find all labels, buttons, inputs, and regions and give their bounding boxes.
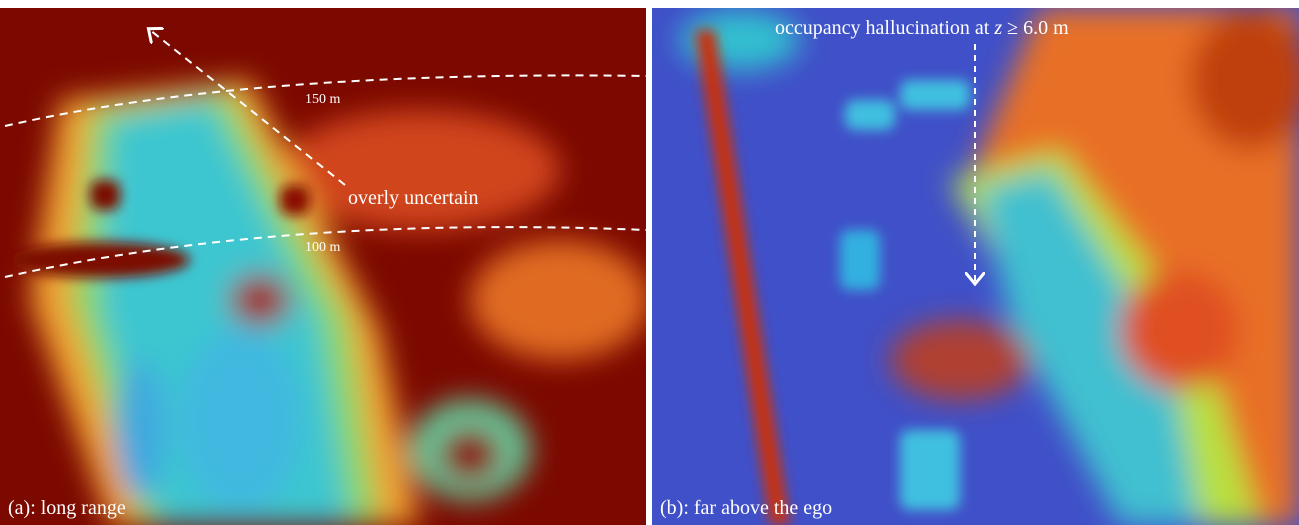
annotation: occupancy hallucination at z ≥ 6.0 m	[775, 17, 1069, 39]
caption: (a): long range	[8, 497, 126, 519]
annotation-text: occupancy hallucination at	[775, 17, 990, 39]
annotation-rest: ≥ 6.0 m	[1007, 17, 1069, 39]
annotation-variable: z	[993, 17, 1002, 39]
range-label: 150 m	[305, 92, 341, 107]
panel-a-image	[0, 8, 650, 525]
range-label: 100 m	[305, 240, 341, 255]
annotation: overly uncertain	[348, 187, 479, 209]
caption: (b): far above the ego	[660, 497, 832, 519]
figure: 150 m 100 m overly uncertain (a): long r…	[0, 0, 1299, 525]
